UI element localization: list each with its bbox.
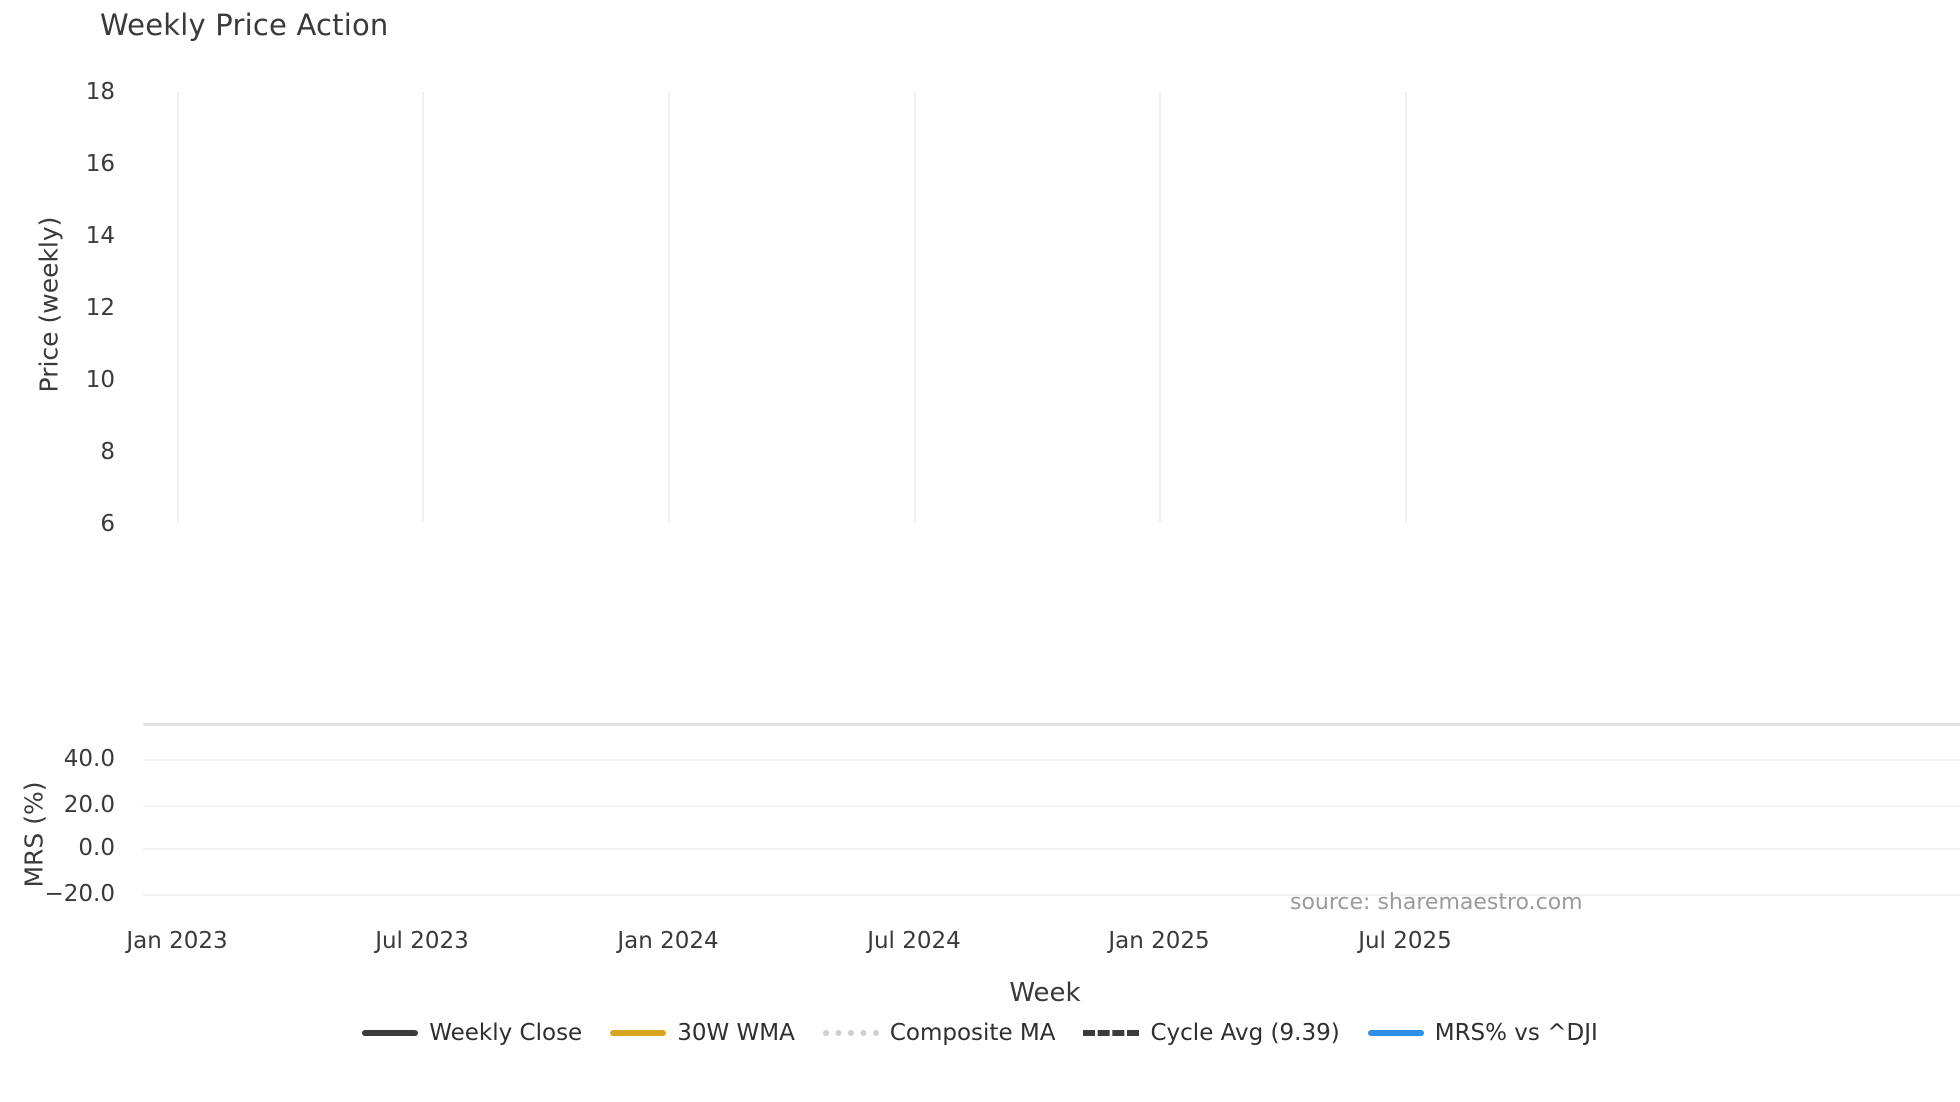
xtick-jan-2023: Jan 2023	[126, 928, 228, 954]
gridline-jan-2025	[1159, 92, 1161, 522]
mrs-gridline-40	[143, 759, 1960, 761]
mrs-gridline-0	[143, 848, 1960, 850]
ytick-price-10: 10	[85, 367, 115, 393]
legend-item-30w-wma[interactable]: 30W WMA	[610, 1020, 795, 1046]
ytick-mrs-20: 20.0	[63, 792, 115, 818]
mrs-panel-background	[143, 728, 1960, 918]
legend-swatch-mrs	[1367, 1030, 1424, 1036]
gridline-jul-2024	[914, 92, 916, 522]
mrs-axis-label: MRS (%)	[19, 781, 49, 888]
legend-label-cycle-avg: Cycle Avg (9.39)	[1150, 1020, 1340, 1046]
mrs-gridline-neg20	[143, 894, 1960, 896]
source-watermark: source: sharemaestro.com	[1290, 890, 1583, 915]
price-panel	[143, 92, 1960, 522]
ytick-price-12: 12	[85, 295, 115, 321]
ytick-price-18: 18	[85, 79, 115, 105]
ytick-price-8: 8	[100, 439, 115, 465]
legend-item-cycle-avg[interactable]: Cycle Avg (9.39)	[1083, 1020, 1340, 1046]
ytick-mrs-neg20: −20.0	[44, 881, 115, 907]
gridline-jul-2023	[422, 92, 424, 522]
xtick-jul-2025: Jul 2025	[1358, 928, 1452, 954]
xtick-jan-2025: Jan 2025	[1108, 928, 1210, 954]
xtick-jul-2024: Jul 2024	[867, 928, 961, 954]
legend-label-weekly-close: Weekly Close	[429, 1020, 583, 1046]
price-axis-label: Price (weekly)	[34, 216, 64, 393]
legend-item-mrs[interactable]: MRS% vs ^DJI	[1367, 1020, 1598, 1046]
legend-swatch-cycle-avg	[1083, 1030, 1140, 1036]
xtick-jul-2023: Jul 2023	[375, 928, 469, 954]
legend-label-mrs: MRS% vs ^DJI	[1434, 1020, 1598, 1046]
ytick-price-14: 14	[85, 223, 115, 249]
ytick-mrs-0: 0.0	[78, 835, 115, 861]
legend-item-composite-ma[interactable]: Composite MA	[822, 1020, 1056, 1046]
ytick-price-16: 16	[85, 151, 115, 177]
gridline-jan-2024	[668, 92, 670, 522]
ytick-price-6: 6	[100, 511, 115, 537]
mrs-gridline-20	[143, 805, 1960, 807]
legend-label-30w-wma: 30W WMA	[677, 1020, 795, 1046]
mrs-panel-top-rule	[143, 723, 1960, 726]
gridline-jul-2025	[1405, 92, 1407, 522]
legend-swatch-30w-wma	[610, 1030, 667, 1036]
x-axis-label: Week	[1009, 978, 1081, 1008]
mrs-panel	[143, 723, 1960, 918]
legend-swatch-composite-ma	[822, 1030, 879, 1036]
legend-item-weekly-close[interactable]: Weekly Close	[362, 1020, 582, 1046]
page-title: Weekly Price Action	[100, 8, 389, 42]
chart-legend: Weekly Close 30W WMA Composite MA Cycle …	[0, 1020, 1960, 1046]
gridline-jan-2023	[177, 92, 179, 522]
legend-label-composite-ma: Composite MA	[889, 1020, 1056, 1046]
price-panel-background	[143, 92, 1960, 522]
xtick-jan-2024: Jan 2024	[617, 928, 719, 954]
ytick-mrs-40: 40.0	[63, 746, 115, 772]
legend-swatch-weekly-close	[362, 1030, 419, 1036]
